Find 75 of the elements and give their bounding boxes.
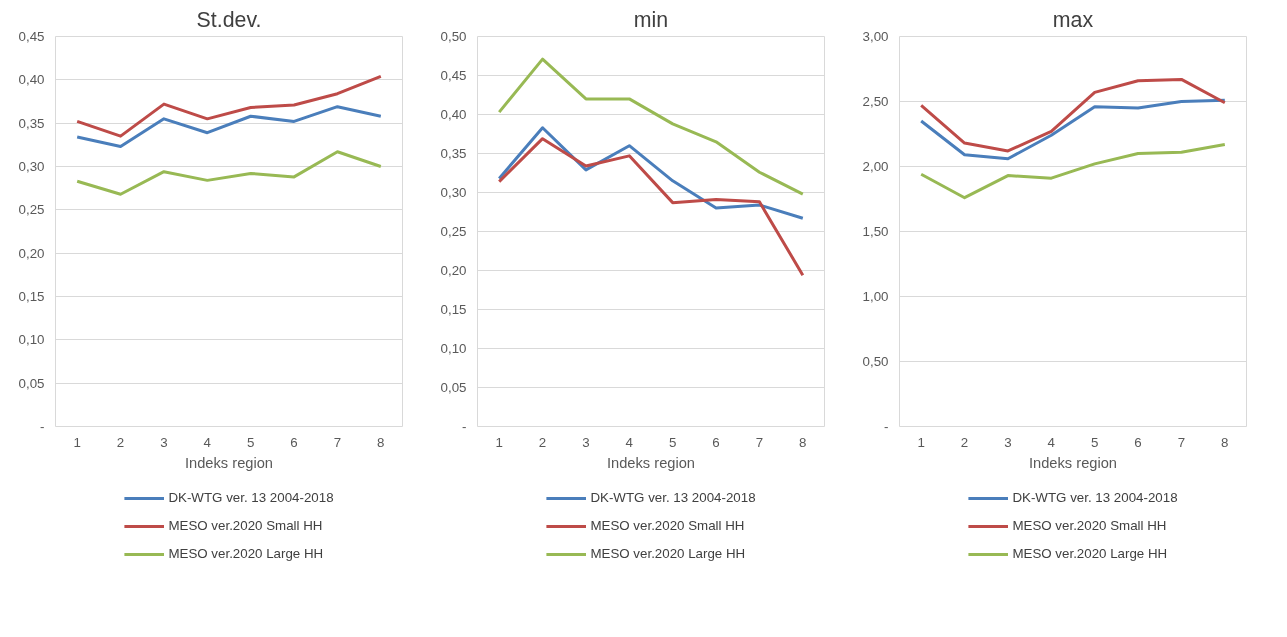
- x-tick-label: 3: [582, 434, 590, 450]
- line-series: [75, 150, 383, 196]
- legend-label: MESO ver.2020 Large HH: [1012, 546, 1168, 561]
- x-tick-label: 5: [246, 434, 255, 450]
- legend-label: MESO ver.2020 Small HH: [590, 518, 745, 533]
- y-tick-label: 2,50: [862, 94, 889, 109]
- x-tick-label: 5: [668, 434, 677, 450]
- y-tick-label: 0,25: [440, 224, 467, 239]
- chart-title: max: [1052, 7, 1094, 32]
- y-tick-label: 1,00: [862, 289, 889, 304]
- x-tick-label: 6: [290, 434, 298, 450]
- y-tick-label: 0,40: [440, 107, 467, 122]
- y-tick-label: 0,40: [18, 72, 45, 88]
- line-series: [497, 57, 805, 196]
- y-tick-label: 0,30: [18, 159, 45, 174]
- line-series: [75, 105, 383, 149]
- y-tick-label: 0,45: [440, 68, 467, 83]
- x-tick-label: 7: [1177, 434, 1186, 450]
- x-tick-label: 7: [755, 434, 764, 450]
- chart-title: St.dev.: [196, 7, 262, 32]
- x-tick-label: 8: [1221, 434, 1229, 450]
- y-tick-label: 0,15: [440, 302, 467, 317]
- x-tick-label: 6: [1134, 434, 1142, 450]
- legend-label: DK-WTG ver. 13 2004-2018: [168, 490, 334, 505]
- x-tick-label: 2: [116, 434, 125, 450]
- y-tick-label: 0,15: [18, 289, 45, 304]
- y-tick-label: 0,50: [862, 354, 889, 369]
- x-tick-label: 4: [203, 434, 212, 450]
- y-tick-label: -: [40, 419, 45, 434]
- legend-label: MESO ver.2020 Small HH: [168, 518, 323, 533]
- legend-label: MESO ver.2020 Large HH: [168, 546, 324, 561]
- x-tick-label: 3: [1004, 434, 1012, 450]
- line-series: [919, 142, 1227, 200]
- x-tick-label: 4: [625, 434, 634, 450]
- x-axis-title: Indeks region: [1029, 454, 1117, 471]
- y-tick-label: 0,20: [18, 245, 45, 261]
- y-tick-label: 0,35: [18, 115, 45, 131]
- line-series: [75, 74, 383, 138]
- y-tick-label: 0,05: [18, 375, 45, 391]
- x-tick-label: 8: [799, 434, 807, 450]
- x-axis-title: Indeks region: [607, 454, 695, 471]
- y-tick-label: 0,10: [18, 332, 45, 348]
- line-series: [497, 137, 805, 277]
- x-tick-label: 7: [333, 434, 342, 450]
- x-tick-label: 3: [160, 434, 168, 450]
- line-series: [919, 77, 1227, 153]
- y-tick-label: -: [462, 419, 467, 434]
- chart-title: min: [633, 7, 669, 32]
- x-tick-label: 1: [917, 434, 925, 450]
- y-tick-label: -: [884, 419, 889, 434]
- y-tick-label: 0,45: [18, 29, 45, 44]
- y-tick-label: 0,35: [440, 146, 467, 161]
- legend-label: MESO ver.2020 Large HH: [590, 546, 746, 561]
- x-tick-label: 8: [377, 434, 385, 450]
- y-tick-label: 0,20: [440, 263, 467, 278]
- legend-label: DK-WTG ver. 13 2004-2018: [590, 490, 756, 505]
- y-tick-label: 0,50: [440, 29, 467, 44]
- x-axis-title: Indeks region: [185, 454, 273, 471]
- x-tick-label: 1: [73, 434, 81, 450]
- y-tick-label: 1,50: [862, 224, 889, 239]
- y-tick-label: 0,25: [18, 202, 45, 218]
- y-tick-label: 0,10: [440, 341, 467, 356]
- x-tick-label: 4: [1047, 434, 1056, 450]
- y-tick-label: 2,00: [862, 159, 889, 174]
- x-tick-label: 2: [538, 434, 547, 450]
- x-tick-label: 2: [960, 434, 969, 450]
- line-series: [919, 98, 1227, 161]
- x-tick-label: 5: [1090, 434, 1099, 450]
- x-tick-label: 6: [712, 434, 720, 450]
- legend-label: DK-WTG ver. 13 2004-2018: [1012, 490, 1178, 505]
- y-tick-label: 0,05: [440, 380, 467, 395]
- y-tick-label: 0,30: [440, 185, 467, 200]
- legend-label: MESO ver.2020 Small HH: [1012, 518, 1167, 533]
- x-tick-label: 1: [495, 434, 503, 450]
- y-tick-label: 3,00: [862, 29, 889, 44]
